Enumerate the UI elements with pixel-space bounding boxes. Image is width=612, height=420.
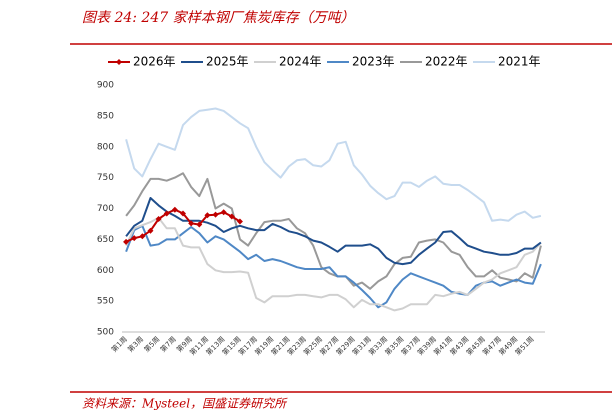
- point: [147, 227, 154, 234]
- point: [123, 238, 130, 245]
- series-line: [125, 216, 542, 312]
- y-tick-label: 500: [97, 328, 114, 338]
- point: [188, 220, 195, 227]
- point: [155, 215, 162, 222]
- legend-label: 2021年: [498, 55, 541, 69]
- point: [220, 209, 227, 216]
- y-tick-label: 700: [97, 204, 114, 214]
- y-tick-label: 900: [97, 81, 114, 91]
- y-tick-label: 850: [97, 111, 114, 121]
- y-tick-label: 550: [97, 297, 114, 307]
- x-tick-label: 第5周: [142, 334, 161, 353]
- series-line: [125, 172, 542, 290]
- point: [228, 213, 235, 220]
- chart-title: 图表 24: 247 家样本钢厂焦炭库存（万吨）: [82, 10, 355, 26]
- point: [163, 210, 170, 217]
- point: [180, 210, 187, 217]
- x-tick-label: 第7周: [158, 334, 177, 353]
- point: [212, 211, 219, 218]
- y-tick-label: 750: [97, 173, 114, 183]
- x-tick-label: 第51周: [513, 334, 536, 357]
- series-line: [125, 107, 542, 222]
- point: [171, 206, 178, 213]
- point: [139, 233, 146, 240]
- x-tick-label: 第3周: [126, 334, 145, 353]
- legend-marker: [116, 59, 122, 65]
- legend-label: 2026年: [133, 55, 176, 69]
- y-tick-label: 650: [97, 235, 114, 245]
- y-tick-label: 800: [97, 142, 114, 152]
- legend-label: 2023年: [352, 55, 395, 69]
- point: [204, 212, 211, 219]
- legend-label: 2025年: [206, 55, 249, 69]
- legend-label: 2022年: [425, 55, 468, 69]
- point: [236, 218, 243, 225]
- y-tick-label: 600: [97, 266, 114, 276]
- series-line: [125, 197, 542, 266]
- legend-label: 2024年: [279, 55, 322, 69]
- source: 资料来源：Mysteel，国盛证券研究所: [82, 397, 288, 411]
- point: [131, 235, 138, 242]
- series-line: [125, 224, 542, 309]
- point: [196, 221, 203, 228]
